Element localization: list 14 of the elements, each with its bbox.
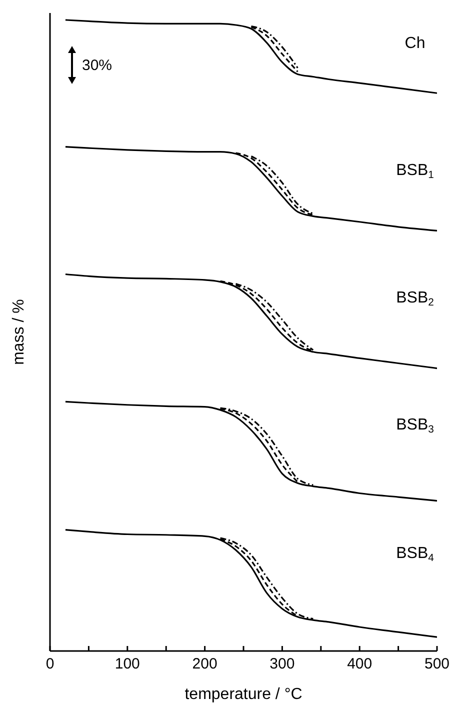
x-tick-label: 500: [424, 656, 450, 673]
x-tick-label: 0: [46, 656, 54, 673]
x-tick-label: 300: [270, 656, 295, 673]
annotation: 30%: [82, 56, 112, 74]
annotation: BSB$_{1}$: [396, 162, 434, 181]
y-axis-title: mass / %: [10, 299, 28, 365]
x-tick-label: 200: [192, 656, 218, 673]
x-tick-label: 100: [114, 656, 140, 673]
annotation: BSB$_{4}$: [396, 544, 434, 564]
x-tick-label: 400: [347, 656, 372, 673]
annotation: BSB$_{3}$: [396, 416, 434, 436]
annotation: Ch: [404, 34, 426, 52]
x-axis-title: temperature / °C: [184, 686, 304, 704]
annotation: BSB$_{2}$: [396, 289, 434, 308]
